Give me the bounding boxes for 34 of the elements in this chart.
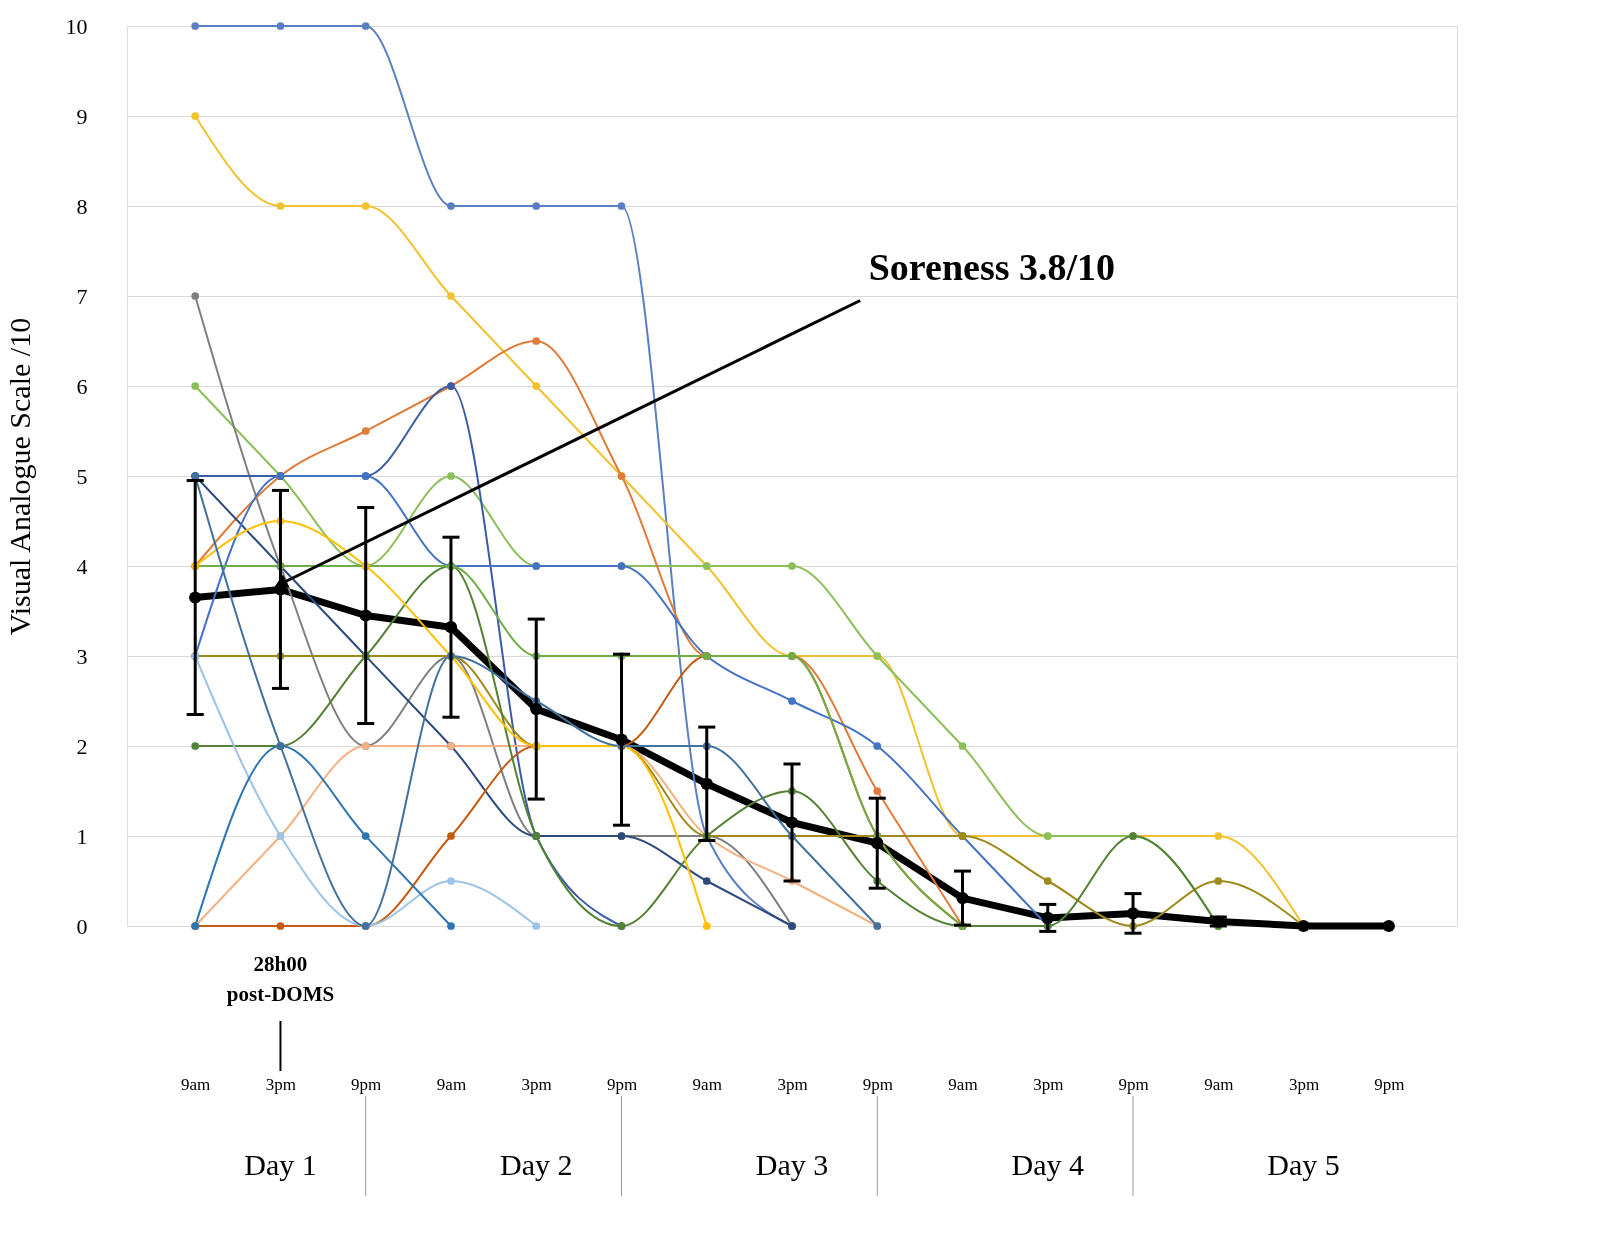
y-tick-label: 5 — [76, 463, 88, 489]
x-tick-label: 9pm — [351, 1074, 382, 1094]
x-tick-label: 3pm — [265, 1074, 297, 1094]
y-tick-label: 10 — [65, 13, 88, 39]
y-tick-label: 4 — [76, 553, 88, 579]
y-tick-label: 0 — [76, 913, 88, 939]
x-tick-label: 9pm — [1374, 1074, 1405, 1094]
x-tick-label: 9am — [692, 1074, 722, 1094]
x-tick-label: 3pm — [777, 1074, 808, 1094]
annotation: Soreness 3.8/10 — [868, 246, 1116, 288]
x-tick-label: 3pm — [1033, 1074, 1064, 1094]
x-tick-label: 9am — [181, 1074, 211, 1094]
x-tick-label: 9am — [1204, 1074, 1234, 1094]
x-tick-label: 9am — [436, 1074, 467, 1094]
x-tick-label: 9pm — [606, 1074, 638, 1094]
y-tick-label: 2 — [76, 733, 88, 759]
y-tick-label: 1 — [76, 823, 88, 849]
y-axis-title: Visual Analogue Scale /10 — [2, 317, 36, 636]
y-tick-label: 7 — [76, 283, 88, 309]
annotation: 28h00 post-DOMS — [226, 952, 335, 1006]
x-tick-label: 9am — [948, 1074, 978, 1094]
x-tick-label: 3pm — [521, 1074, 552, 1094]
x-tick-label: 9pm — [862, 1074, 893, 1094]
y-tick-label: 6 — [76, 373, 88, 399]
text: Day 3 — [755, 1148, 829, 1181]
x-tick-label: 3pm — [1288, 1074, 1320, 1094]
text: Day 1 — [244, 1148, 317, 1181]
y-tick-label: 3 — [76, 643, 88, 669]
x-tick-label: 9pm — [1118, 1074, 1149, 1094]
y-tick-label: 8 — [76, 193, 88, 219]
text: Day 2 — [499, 1148, 573, 1181]
text: Day 5 — [1267, 1148, 1340, 1181]
y-tick-label: 9 — [76, 103, 88, 129]
text: Day 4 — [1011, 1148, 1085, 1181]
